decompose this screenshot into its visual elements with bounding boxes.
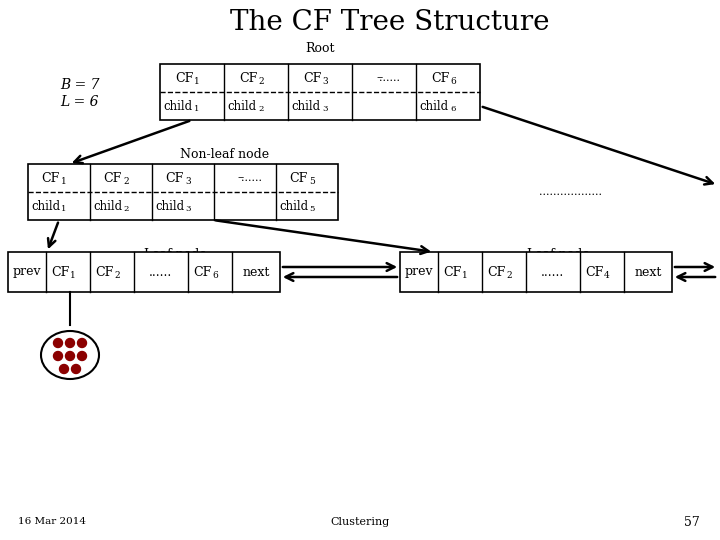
- Text: 2: 2: [123, 205, 128, 213]
- Text: 2: 2: [506, 271, 512, 280]
- Text: CF: CF: [302, 71, 321, 84]
- Bar: [400, 252, 672, 292]
- Bar: [28, 164, 338, 220]
- Text: 2: 2: [258, 77, 264, 85]
- Text: ......: ......: [149, 266, 173, 279]
- Bar: [160, 64, 480, 120]
- Text: prev: prev: [13, 266, 41, 279]
- Text: ......: ......: [541, 266, 564, 279]
- Text: Leaf node: Leaf node: [143, 248, 207, 261]
- Circle shape: [53, 339, 63, 348]
- Text: child: child: [31, 199, 60, 213]
- Text: ......: ......: [240, 173, 261, 183]
- Text: child: child: [228, 99, 257, 112]
- Text: 6: 6: [212, 271, 217, 280]
- Circle shape: [71, 364, 81, 374]
- Text: 6: 6: [450, 77, 456, 85]
- Text: 2: 2: [123, 177, 129, 186]
- Text: next: next: [634, 266, 662, 279]
- Text: child: child: [164, 99, 193, 112]
- Text: CF: CF: [175, 71, 193, 84]
- Text: CF: CF: [239, 71, 257, 84]
- Text: Clustering: Clustering: [330, 517, 390, 527]
- Text: 1: 1: [61, 177, 67, 186]
- Text: prev: prev: [405, 266, 433, 279]
- Text: 2: 2: [114, 271, 120, 280]
- Text: child: child: [279, 199, 308, 213]
- Text: child: child: [292, 99, 321, 112]
- Text: 2: 2: [258, 105, 264, 113]
- Text: CF: CF: [585, 266, 603, 279]
- Text: Leaf node: Leaf node: [526, 248, 590, 261]
- Text: CF: CF: [431, 71, 449, 84]
- Text: CF: CF: [104, 172, 122, 185]
- Text: 3: 3: [322, 77, 328, 85]
- Text: 1: 1: [194, 105, 199, 113]
- Text: –: –: [377, 71, 383, 84]
- Text: child: child: [93, 199, 122, 213]
- Circle shape: [66, 352, 74, 361]
- Text: –: –: [238, 172, 244, 185]
- Text: 1: 1: [70, 271, 76, 280]
- Text: ..................: ..................: [539, 187, 601, 197]
- Text: Root: Root: [305, 42, 335, 55]
- Text: Non-leaf node: Non-leaf node: [181, 148, 269, 161]
- Text: child: child: [420, 99, 449, 112]
- Circle shape: [53, 352, 63, 361]
- Circle shape: [78, 339, 86, 348]
- Text: B = 7: B = 7: [60, 78, 99, 92]
- Text: 16 Mar 2014: 16 Mar 2014: [18, 517, 86, 526]
- Text: CF: CF: [193, 266, 211, 279]
- Text: child: child: [155, 199, 184, 213]
- Circle shape: [66, 339, 74, 348]
- Text: CF: CF: [443, 266, 461, 279]
- Ellipse shape: [41, 331, 99, 379]
- Text: CF: CF: [50, 266, 69, 279]
- Text: CF: CF: [487, 266, 505, 279]
- Text: next: next: [243, 266, 270, 279]
- Text: L = 6: L = 6: [60, 95, 99, 109]
- Text: 5: 5: [309, 177, 315, 186]
- Text: ......: ......: [379, 73, 400, 83]
- Circle shape: [78, 352, 86, 361]
- Circle shape: [60, 364, 68, 374]
- Text: 1: 1: [462, 271, 468, 280]
- Text: 1: 1: [61, 205, 66, 213]
- Text: 6: 6: [450, 105, 455, 113]
- Text: 3: 3: [185, 177, 191, 186]
- Text: 57: 57: [684, 516, 700, 529]
- Text: 1: 1: [194, 77, 199, 85]
- Text: The CF Tree Structure: The CF Tree Structure: [230, 9, 550, 36]
- Text: CF: CF: [95, 266, 113, 279]
- Text: CF: CF: [289, 172, 308, 185]
- Text: CF: CF: [42, 172, 60, 185]
- Text: 3: 3: [322, 105, 328, 113]
- Text: CF: CF: [166, 172, 184, 185]
- Text: 3: 3: [185, 205, 191, 213]
- Bar: [8, 252, 280, 292]
- Text: 5: 5: [309, 205, 315, 213]
- Text: 4: 4: [604, 271, 610, 280]
